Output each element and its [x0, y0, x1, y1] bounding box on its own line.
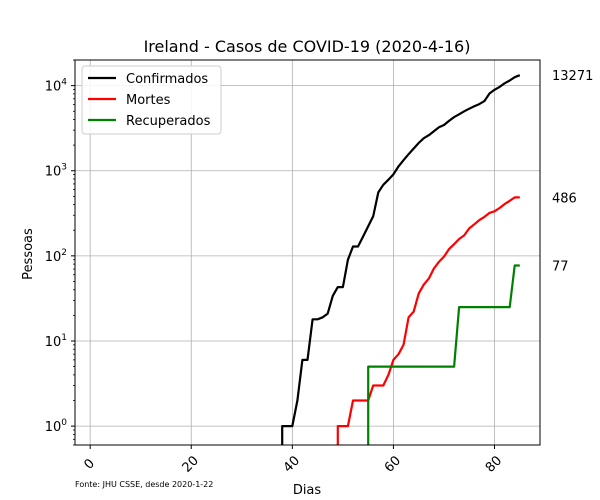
series-line-confirmados	[281, 74, 521, 445]
y-tick-label: 101	[45, 333, 67, 350]
end-value-label: 486	[552, 191, 577, 206]
chart-title: Ireland - Casos de COVID-19 (2020-4-16)	[144, 37, 471, 56]
end-labels: 13271 486 77	[552, 69, 593, 274]
series-line-recuperados	[367, 264, 520, 445]
grid	[75, 60, 540, 445]
series-line-mortes	[336, 196, 520, 445]
legend-box	[81, 65, 222, 135]
y-tick-label: 103	[45, 163, 67, 180]
source-note: Fonte: JHU CSSE, desde 2020-1-22	[75, 480, 213, 489]
legend-entry: Recuperados	[126, 114, 211, 129]
y-ticks: 100 101 102 103 104	[45, 59, 75, 446]
end-value-label: 77	[552, 260, 569, 275]
x-axis-title: Dias	[293, 483, 322, 498]
y-axis-title: Pessoas	[21, 228, 36, 280]
legend-entry: Mortes	[126, 93, 171, 108]
end-value-label: 13271	[552, 69, 593, 84]
y-tick-label: 104	[45, 78, 68, 95]
y-tick-label: 100	[45, 418, 68, 435]
plot-frame	[74, 59, 541, 446]
legend: Confirmados Mortes Recuperados	[81, 65, 222, 135]
legend-entry: Confirmados	[126, 72, 208, 87]
y-tick-label: 102	[45, 248, 67, 265]
plot-lines	[281, 74, 521, 445]
